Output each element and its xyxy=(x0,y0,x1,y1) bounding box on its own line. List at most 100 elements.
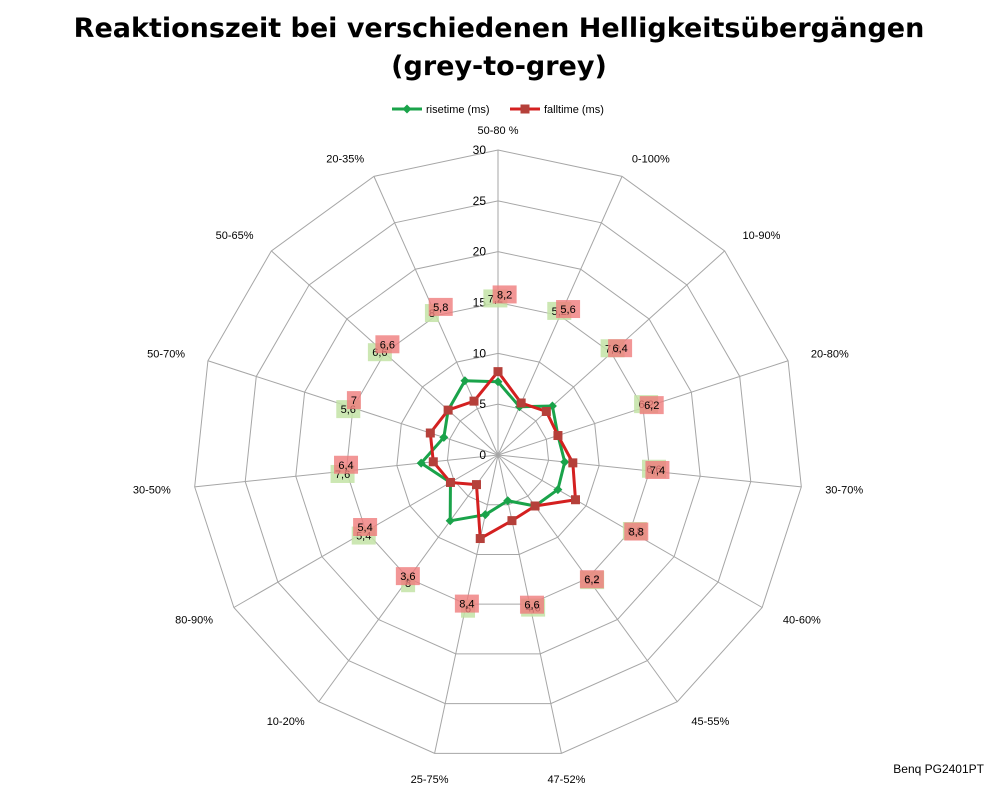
fall-data-label: 8,8 xyxy=(629,527,644,539)
falltime-point xyxy=(553,431,563,441)
data-label-box xyxy=(454,594,479,613)
legend-swatch-marker xyxy=(520,104,530,114)
fall-data-label: 5,4 xyxy=(357,522,372,534)
data-label: 7,4 xyxy=(645,460,670,479)
data-label-box xyxy=(556,300,581,319)
fall-data-label: 6,2 xyxy=(584,574,599,586)
falltime-series-line xyxy=(428,370,577,541)
radial-tick-label: 0 xyxy=(479,448,486,462)
risetime-point xyxy=(480,510,490,520)
falltime-point xyxy=(568,458,578,468)
falltime-point xyxy=(570,495,580,505)
fall-data-label: 6,6 xyxy=(524,600,539,612)
series-layer xyxy=(416,367,580,544)
fall-data-label: 8,4 xyxy=(459,599,474,611)
grid-ring-25 xyxy=(244,200,752,705)
grid-ring-20 xyxy=(295,251,701,655)
category-label: 0-100% xyxy=(632,153,670,165)
data-label: 6,2 xyxy=(639,396,664,415)
data-label: 6,6 xyxy=(375,335,400,354)
data-label-box xyxy=(492,285,517,304)
category-label: 47-52% xyxy=(547,774,585,786)
radial-tick-label: 5 xyxy=(479,397,486,411)
category-label: 20-35% xyxy=(326,153,364,165)
data-label: 6,2 xyxy=(579,570,604,589)
data-label-box xyxy=(353,518,378,537)
fall-data-label: 6,4 xyxy=(338,460,353,472)
data-label: 5,6 xyxy=(556,300,581,319)
falltime-point xyxy=(469,396,479,406)
data-label-box xyxy=(395,567,420,586)
risetime-point xyxy=(445,516,455,526)
falltime-point xyxy=(443,405,453,415)
chart-title: Reaktionszeit bei verschiedenen Helligke… xyxy=(0,10,998,86)
risetime-point xyxy=(416,458,426,468)
fall-data-label: 6,4 xyxy=(612,343,627,355)
risetime-point xyxy=(553,485,563,495)
radar-grid xyxy=(194,149,802,754)
grid-ring-5 xyxy=(446,403,550,506)
data-label: 6,6 xyxy=(519,595,544,614)
category-label: 45-55% xyxy=(691,716,729,728)
category-label: 30-70% xyxy=(825,484,863,496)
category-label: 40-60% xyxy=(783,615,821,627)
fall-data-label: 5,8 xyxy=(433,302,448,314)
data-labels: 7,25,27,26,26,66,86,24,6685,47,65,66,688… xyxy=(330,285,670,618)
risetime-point xyxy=(493,377,503,387)
data-label-box xyxy=(346,391,361,410)
risetime-series-line xyxy=(419,379,567,523)
falltime-point xyxy=(425,428,435,438)
falltime-point xyxy=(428,457,438,467)
chart-title-line-1: Reaktionszeit bei verschiedenen Helligke… xyxy=(73,13,925,44)
data-label-box xyxy=(519,595,544,614)
legend: risetime (ms) falltime (ms) xyxy=(392,104,604,116)
data-label-box xyxy=(579,570,604,589)
falltime-point xyxy=(445,477,455,487)
falltime-point xyxy=(530,501,540,511)
data-label-box xyxy=(624,522,649,541)
data-label-box xyxy=(375,335,400,354)
fall-data-label: 3,6 xyxy=(400,571,415,583)
category-label: 10-90% xyxy=(742,230,780,242)
legend-label: risetime (ms) xyxy=(426,104,490,116)
category-label: 30-50% xyxy=(133,484,171,496)
radial-tick-label: 20 xyxy=(473,245,487,259)
data-label: 8,2 xyxy=(492,285,517,304)
fall-data-label: 7,4 xyxy=(650,465,665,477)
source-note: Benq PG2401PT xyxy=(893,762,984,776)
category-label: 50-80 % xyxy=(478,125,519,137)
legend-item: risetime (ms) xyxy=(392,104,490,116)
falltime-point xyxy=(471,480,481,490)
legend-label: falltime (ms) xyxy=(544,104,604,116)
data-label: 8,8 xyxy=(624,522,649,541)
data-label: 7 xyxy=(346,391,361,410)
risetime-point xyxy=(460,376,470,386)
data-label: 5,8 xyxy=(428,297,453,316)
radial-tick-label: 30 xyxy=(473,143,487,157)
falltime-point xyxy=(541,406,551,416)
data-label-box xyxy=(608,339,633,358)
chart-title-line-2: (grey-to-grey) xyxy=(391,51,607,82)
grid-ring-30 xyxy=(194,149,802,754)
legend-item: falltime (ms) xyxy=(510,104,604,116)
radial-tick-labels: 0 5 10 15 20 25 30 xyxy=(473,143,487,462)
data-label-box xyxy=(639,396,664,415)
category-label: 50-70% xyxy=(147,348,185,360)
fall-data-label: 6,6 xyxy=(380,339,395,351)
risetime-point xyxy=(439,432,449,442)
data-label: 6,4 xyxy=(334,455,359,474)
falltime-point xyxy=(475,534,485,544)
category-label: 20-80% xyxy=(811,348,849,360)
data-label: 5,4 xyxy=(353,518,378,537)
risetime-point xyxy=(503,496,513,506)
data-label: 3,6 xyxy=(395,567,420,586)
radial-tick-label: 15 xyxy=(473,296,487,310)
falltime-point xyxy=(493,367,503,377)
category-label: 25-75% xyxy=(411,774,449,786)
data-label-box xyxy=(428,297,453,316)
category-label: 50-65% xyxy=(216,230,254,242)
data-label-box xyxy=(334,455,359,474)
category-label: 80-90% xyxy=(175,615,213,627)
fall-data-label: 7 xyxy=(351,395,357,407)
